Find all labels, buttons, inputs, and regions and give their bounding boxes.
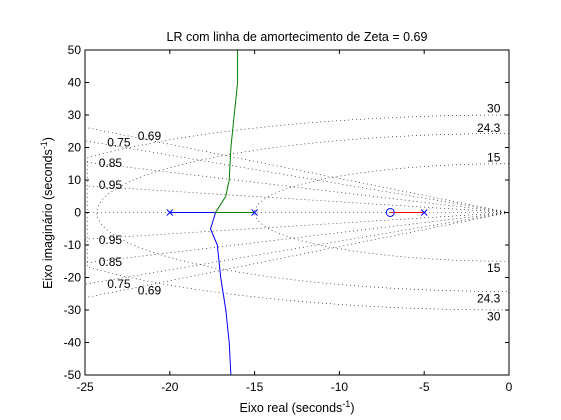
x-tick-label: -15 bbox=[246, 380, 264, 394]
y-tick-label: 50 bbox=[68, 43, 82, 57]
damping-label: 0.75 bbox=[107, 136, 131, 150]
axis-ticks: -25 -20 -15 -10 -5 0-50-40-30-20-100102030405… bbox=[64, 43, 513, 394]
x-tick-label: -5 bbox=[419, 380, 430, 394]
damping-line-0.69 bbox=[84, 212, 510, 299]
y-tick-label: -20 bbox=[64, 271, 82, 285]
y-tick-label: 10 bbox=[68, 173, 82, 187]
frequency-label: 30 bbox=[487, 102, 501, 116]
damping-label: 0.95 bbox=[99, 178, 123, 192]
locus-branch-2 bbox=[214, 50, 255, 213]
pole-marker-stroke-b bbox=[166, 209, 174, 216]
chart-title: LR com linha de amortecimento de Zeta = … bbox=[167, 30, 428, 44]
locus-branch-1 bbox=[169, 212, 232, 376]
damping-label: 0.69 bbox=[138, 284, 162, 298]
s-plane-grid bbox=[84, 114, 510, 311]
x-axis-label-superscript: -1 bbox=[342, 399, 350, 409]
y-axis-label: Eixo imaginário (seconds-1) bbox=[39, 137, 55, 289]
damping-line-0.95 bbox=[84, 185, 510, 213]
x-tick-label: -10 bbox=[331, 380, 349, 394]
frequency-label: 24.3 bbox=[477, 121, 501, 135]
frequency-arc-24.3 bbox=[96, 133, 510, 292]
frequency-label: 30 bbox=[487, 310, 501, 324]
pole-marker-1 bbox=[166, 209, 174, 216]
y-tick-label: 30 bbox=[68, 108, 82, 122]
damping-line-0.75 bbox=[84, 212, 510, 285]
locus-branches bbox=[169, 50, 425, 376]
y-tick-label: -50 bbox=[64, 368, 82, 382]
x-axis-label: Eixo real (seconds-1) bbox=[239, 399, 354, 415]
grid-labels: 0.69 0.75 0.85 0.95 0.69 0.75 0.85 0.95 30 24.3 15… bbox=[99, 102, 501, 324]
y-tick-label: 20 bbox=[68, 141, 82, 155]
pole-marker-stroke-b bbox=[420, 209, 428, 216]
damping-line-0.95 bbox=[84, 212, 510, 240]
y-axis-label-superscript: -1 bbox=[39, 141, 49, 149]
damping-line-0.69 bbox=[84, 126, 510, 213]
x-tick-label: -20 bbox=[161, 380, 179, 394]
zero-marker-1 bbox=[385, 208, 395, 217]
damping-label: 0.75 bbox=[107, 277, 131, 291]
x-tick-label: 0 bbox=[506, 380, 513, 394]
y-tick-label: 0 bbox=[74, 206, 81, 220]
y-tick-label: 40 bbox=[68, 76, 82, 90]
y-tick-label: -30 bbox=[64, 303, 82, 317]
damping-line-0.75 bbox=[84, 140, 510, 213]
frequency-label: 15 bbox=[487, 261, 501, 275]
damping-label: 0.95 bbox=[99, 233, 123, 247]
damping-label: 0.85 bbox=[99, 156, 123, 170]
damping-label: 0.85 bbox=[99, 255, 123, 269]
pole-marker-stroke-b bbox=[251, 209, 258, 216]
y-tick-label: -40 bbox=[64, 336, 82, 350]
damping-label: 0.69 bbox=[138, 129, 162, 143]
x-tick-label: -25 bbox=[76, 380, 94, 394]
pole-marker-2 bbox=[251, 209, 258, 216]
frequency-label: 15 bbox=[487, 150, 501, 164]
pole-marker-3 bbox=[420, 209, 428, 216]
frequency-label: 24.3 bbox=[477, 292, 501, 306]
y-tick-label: -10 bbox=[64, 238, 82, 252]
pole-zero-markers bbox=[166, 208, 428, 217]
